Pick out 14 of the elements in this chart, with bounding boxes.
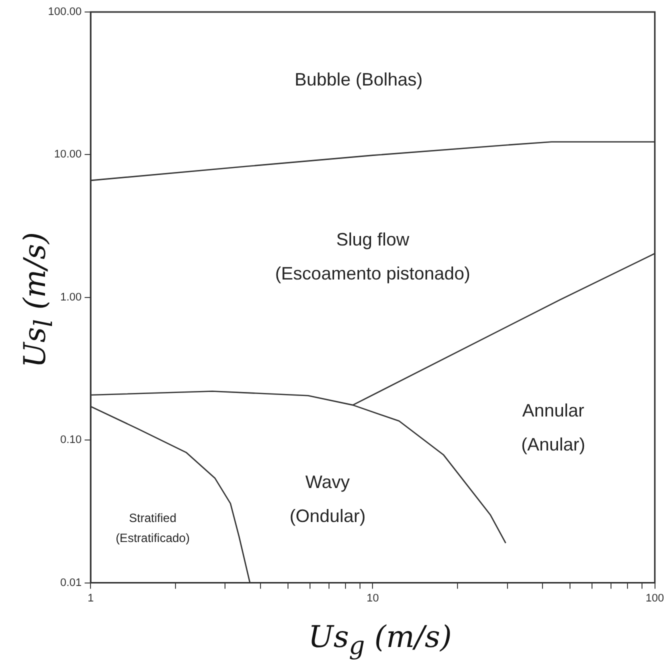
- y-tick-label: 100.00: [48, 6, 82, 18]
- y-tick-label: 10.00: [54, 148, 82, 161]
- annotation: Annular (Anular): [521, 400, 586, 455]
- x-tick-label: 10: [366, 592, 379, 604]
- x-axis-title: Us$_{g}$ (m/s): [308, 620, 452, 660]
- x-tick-label: 1: [88, 592, 94, 604]
- annotation: Wavy (Ondular): [290, 472, 366, 526]
- annotation: Slug flow (Escoamento pistonado): [275, 229, 470, 284]
- y-tick-label: 0.10: [60, 434, 82, 446]
- annotation: Bubble (Bolhas): [294, 69, 423, 90]
- y-tick-label: 1.00: [60, 291, 82, 304]
- annotation: Stratified (Estratificado): [116, 510, 190, 545]
- x-tick-label: 100: [646, 592, 664, 604]
- y-tick-label: 0.01: [60, 576, 82, 589]
